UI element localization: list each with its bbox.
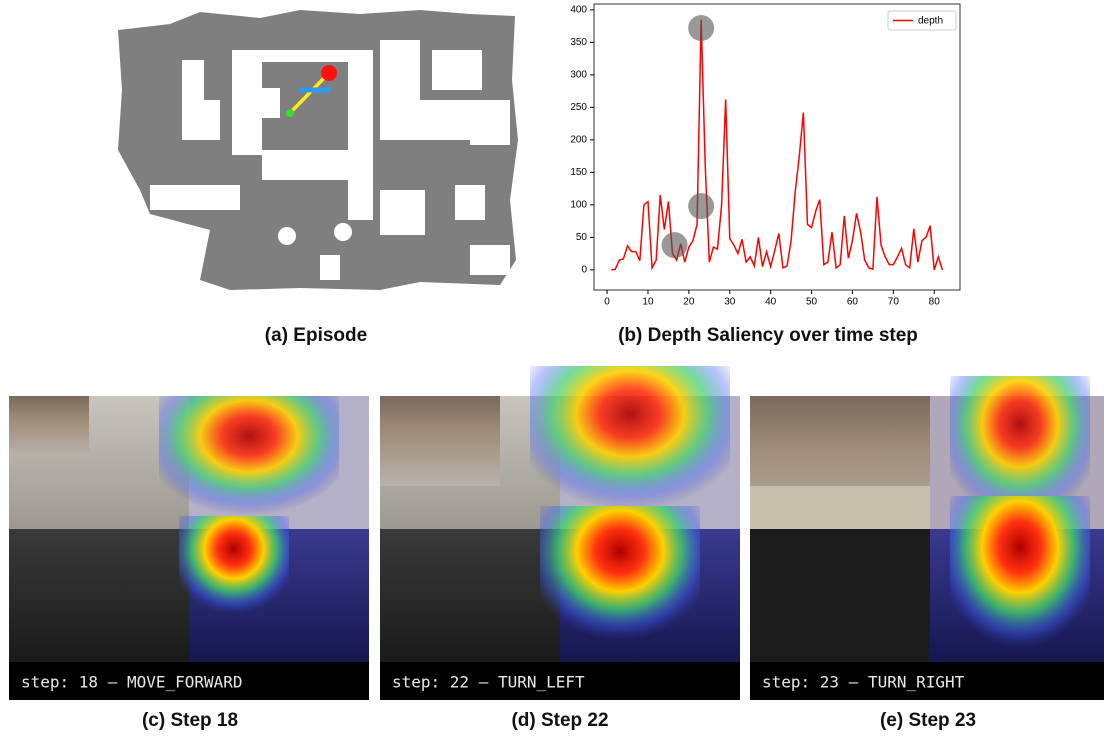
legend-box	[887, 10, 957, 31]
caption: (a) Episode	[265, 325, 367, 346]
x-tick-label: 80	[929, 297, 941, 308]
legend-label: depth	[918, 16, 943, 27]
y-tick-label: 300	[570, 69, 587, 80]
y-tick-label: 0	[581, 264, 587, 275]
episode-map	[118, 10, 518, 290]
x-tick-label: 60	[847, 297, 859, 308]
x-tick-label: 0	[604, 297, 610, 308]
data-line	[611, 19, 944, 271]
x-tick-label: 20	[683, 297, 695, 308]
y-tick-label: 250	[570, 102, 587, 113]
x-tick-label: 40	[765, 297, 777, 308]
highlight	[688, 15, 715, 42]
caption: (d) Step 22	[511, 710, 608, 731]
caption: (b) Depth Saliency over time step	[618, 325, 918, 346]
caption: (c) Step 18	[142, 710, 238, 731]
x-tick-label: 50	[806, 297, 818, 308]
y-tick-label: 50	[576, 232, 588, 243]
y-tick-label: 150	[570, 167, 587, 178]
panel-step-18: step: 18 – MOVE_FORWARD	[9, 396, 369, 700]
plot-frame	[593, 3, 961, 291]
highlight	[688, 193, 715, 220]
y-tick-label: 350	[570, 37, 587, 48]
y-tick-label: 400	[570, 4, 587, 15]
highlight	[661, 232, 688, 259]
x-tick-label: 30	[724, 297, 736, 308]
step-label: step: 23 – TURN_RIGHT	[762, 673, 965, 692]
caption: (e) Step 23	[880, 710, 976, 731]
panel-step-23: step: 23 – TURN_RIGHT	[750, 376, 1104, 700]
y-tick-label: 200	[570, 134, 587, 145]
x-tick-label: 10	[642, 297, 654, 308]
x-tick-label: 70	[888, 297, 900, 308]
step-label: step: 18 – MOVE_FORWARD	[21, 673, 243, 692]
panel-step-22: step: 22 – TURN_LEFT	[380, 366, 740, 700]
y-tick-label: 100	[570, 199, 587, 210]
step-label: step: 22 – TURN_LEFT	[392, 673, 585, 692]
